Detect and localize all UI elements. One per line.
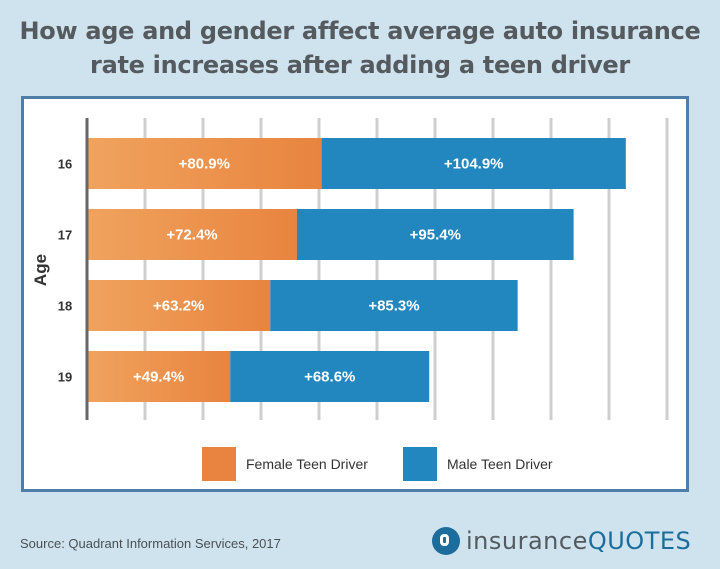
bar-male-16 [321,138,626,189]
bar-female-16 [87,138,322,189]
bar-male-18 [270,280,518,331]
bar-male-17 [296,209,574,260]
brand-word-quotes: QUOTES [587,527,692,555]
bar-label-female-19: +49.4% [133,369,184,386]
legend: Female Teen Driver Male Teen Driver [0,447,720,481]
y-tick-label-18: 18 [58,299,72,314]
bar-female-19 [87,351,231,402]
bar-label-male-18: +85.3% [368,298,419,315]
brand-logo-icon [432,527,460,555]
legend-swatch-male [403,447,437,481]
legend-item-female: Female Teen Driver [202,447,368,481]
bar-female-18 [87,280,271,331]
chart-title-line-1: How age and gender affect average auto i… [19,17,701,45]
bar-female-17 [87,209,297,260]
legend-swatch-female [202,447,236,481]
brand-logo: insurance QUOTES [432,524,691,558]
legend-item-male: Male Teen Driver [403,447,553,481]
y-axis-label: Age [31,254,50,286]
y-tick-label-19: 19 [58,370,72,385]
source-note: Source: Quadrant Information Services, 2… [20,536,281,551]
bar-label-female-17: +72.4% [166,227,217,244]
bar-label-male-19: +68.6% [304,369,355,386]
bar-label-male-17: +95.4% [410,227,461,244]
chart-title: How age and gender affect average auto i… [0,14,720,82]
bar-label-male-16: +104.9% [444,156,504,173]
y-tick-label-16: 16 [58,157,72,172]
bar-label-female-18: +63.2% [153,298,204,315]
legend-label-male: Male Teen Driver [447,456,553,472]
y-tick-label-17: 17 [58,228,72,243]
legend-label-female: Female Teen Driver [246,456,368,472]
brand-word-insurance: insurance [466,527,588,555]
chart-title-line-2: rate increases after adding a teen drive… [90,51,630,79]
bar-male-19 [230,351,430,402]
bar-label-female-16: +80.9% [179,156,230,173]
